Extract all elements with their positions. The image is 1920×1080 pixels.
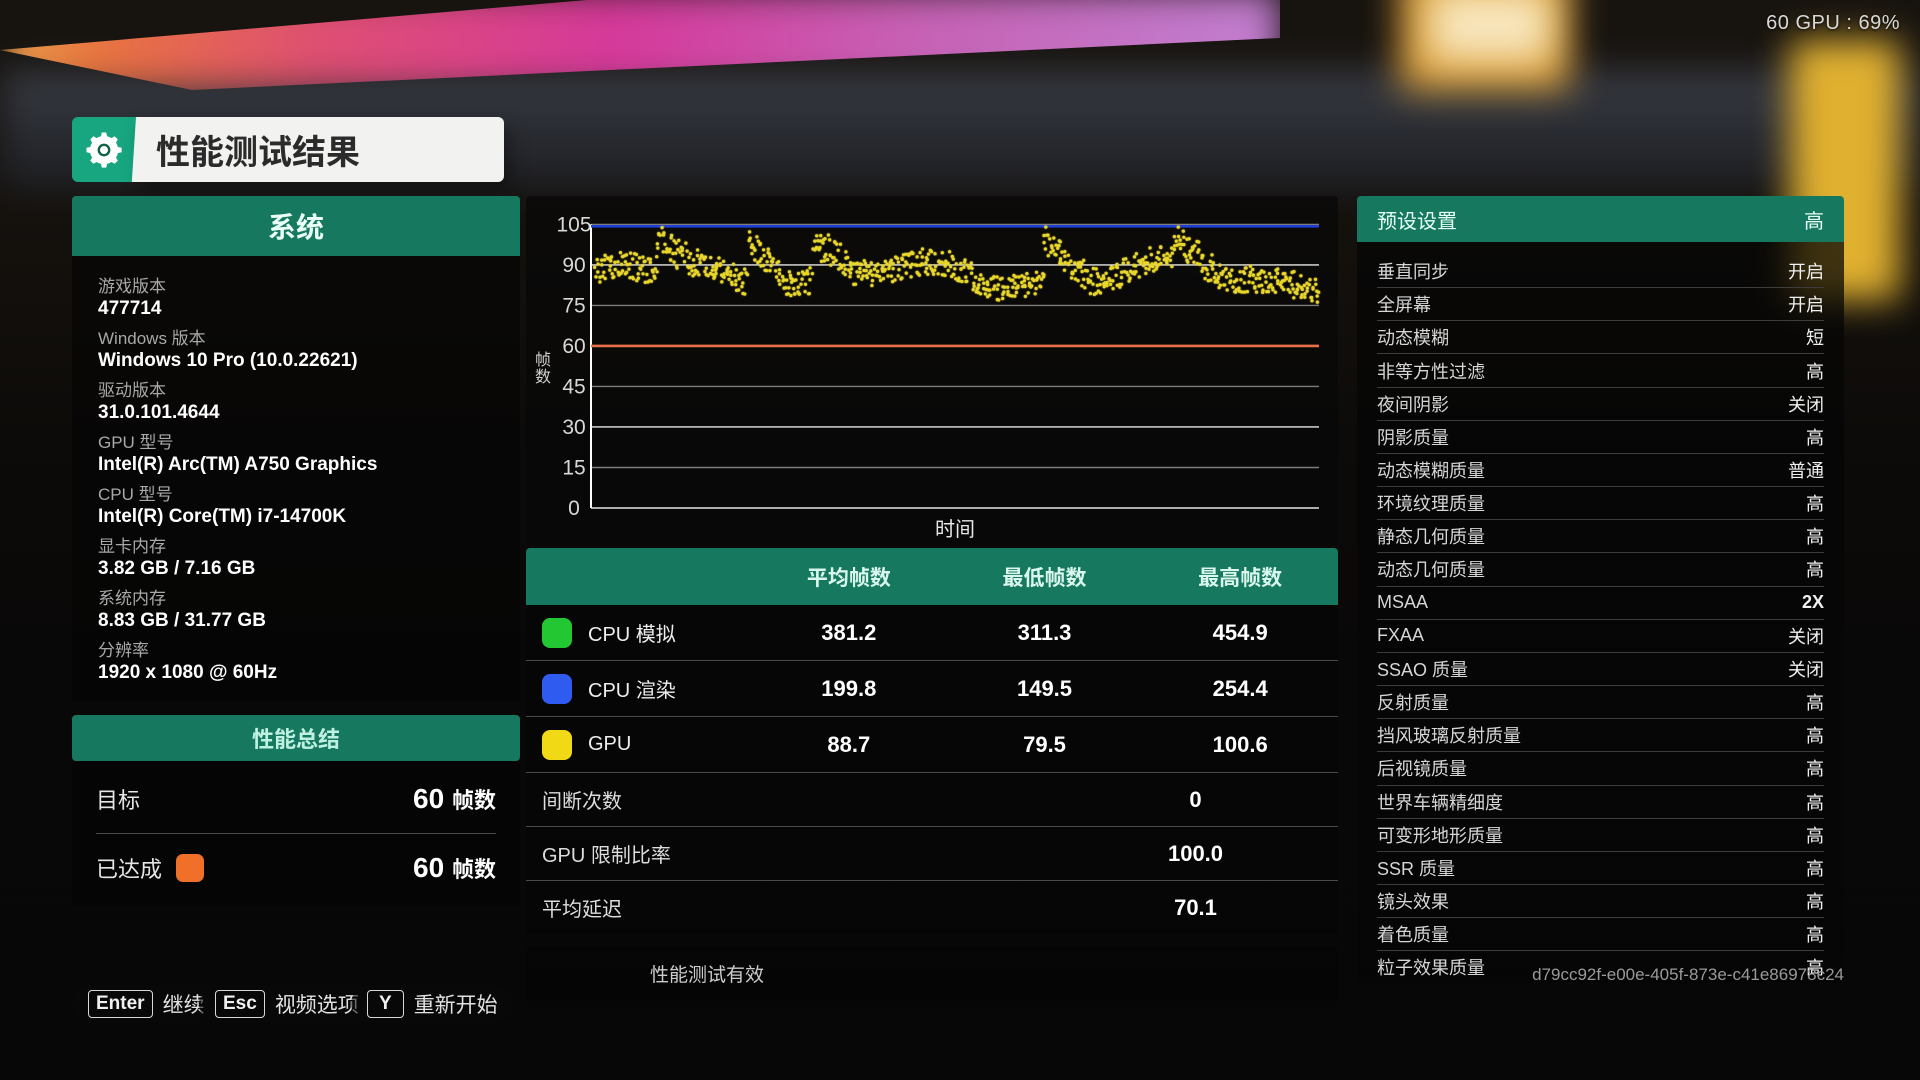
svg-text:60: 60 xyxy=(562,335,585,358)
svg-text:时间: 时间 xyxy=(935,518,975,541)
svg-text:45: 45 xyxy=(562,375,585,398)
svg-text:15: 15 xyxy=(562,456,585,479)
svg-text:0: 0 xyxy=(568,497,580,520)
svg-text:75: 75 xyxy=(562,294,585,317)
svg-text:105: 105 xyxy=(556,213,591,236)
svg-text:90: 90 xyxy=(562,254,585,277)
svg-text:30: 30 xyxy=(562,416,585,439)
